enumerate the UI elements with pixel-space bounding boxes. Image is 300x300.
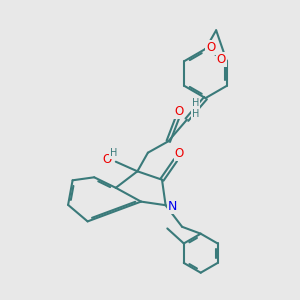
Text: H: H	[110, 148, 117, 158]
Text: H: H	[192, 98, 200, 109]
Text: H: H	[192, 109, 200, 119]
Text: O: O	[174, 105, 183, 118]
Text: N: N	[168, 200, 178, 213]
Text: O: O	[206, 41, 215, 54]
Text: O: O	[175, 147, 184, 160]
Text: O: O	[103, 153, 112, 166]
Text: O: O	[217, 53, 226, 66]
